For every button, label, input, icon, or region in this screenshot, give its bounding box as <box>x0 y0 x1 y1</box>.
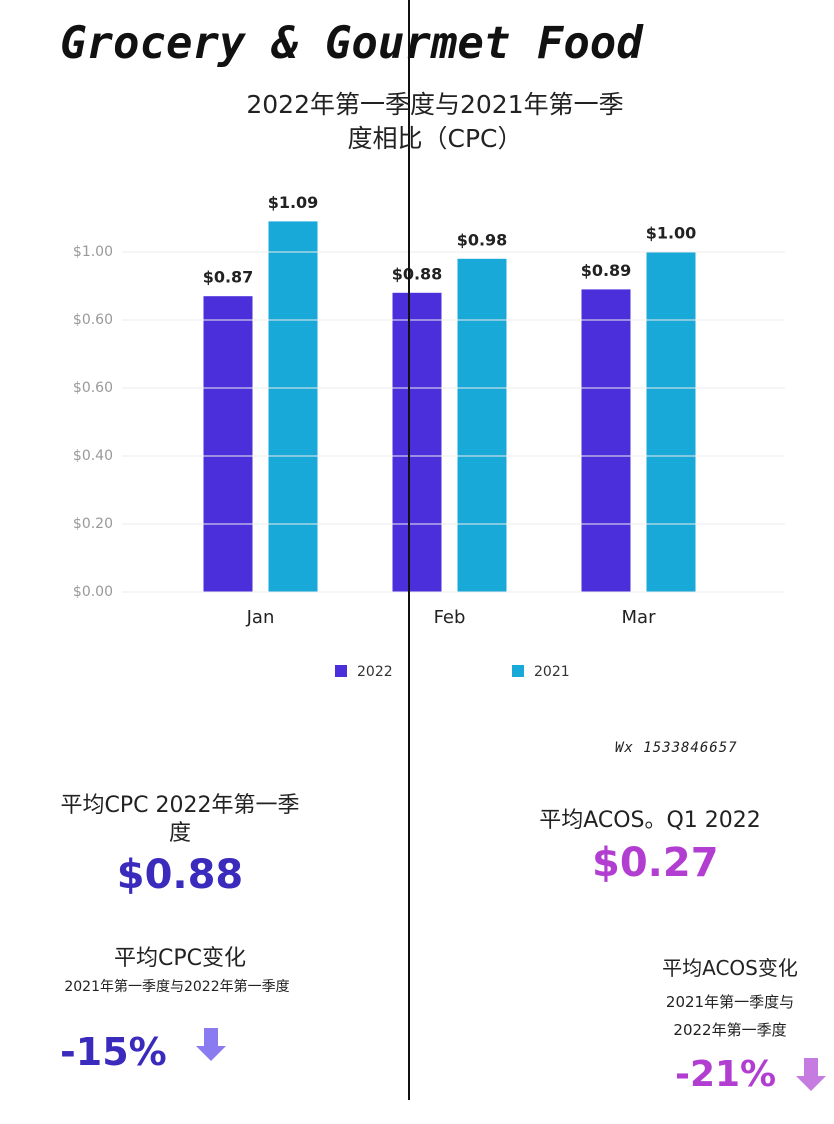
bar <box>392 292 442 592</box>
y-tick-label: $1.00 <box>73 244 113 260</box>
legend-label: 2022 <box>357 664 393 680</box>
bar <box>581 289 631 592</box>
data-label: $0.89 <box>581 261 632 280</box>
bar <box>268 221 318 592</box>
y-tick-label: $0.00 <box>73 584 113 600</box>
y-tick-label: $0.40 <box>73 448 113 464</box>
stat-change: -21% <box>675 1054 777 1095</box>
down-arrow <box>796 1058 826 1091</box>
x-tick-label: Mar <box>622 607 657 628</box>
legend-swatch <box>512 665 524 677</box>
legend-swatch <box>335 665 347 677</box>
stat-sublabel: 2021年第一季度与2022年第一季度 <box>665 993 795 1039</box>
legend-label: 2021 <box>534 664 570 680</box>
x-tick-label: Jan <box>246 607 275 628</box>
page-title: Grocery & Gourmet Food <box>60 18 643 69</box>
stat-label: 平均CPC 2022年第一季度 <box>60 793 300 846</box>
stat-change: -15% <box>60 1030 167 1074</box>
stat-value: $0.88 <box>116 852 244 898</box>
y-tick-label: $0.60 <box>73 312 113 328</box>
stat-label: 平均ACOS。Q1 2022 <box>539 808 761 833</box>
data-label: $1.09 <box>268 193 319 212</box>
stat-value: $0.27 <box>592 840 719 886</box>
data-label: $0.98 <box>457 230 508 249</box>
data-label: $0.87 <box>203 268 254 287</box>
stat-label: 平均CPC变化 <box>114 946 246 971</box>
y-tick-label: $0.20 <box>73 516 113 532</box>
down-arrow <box>196 1028 226 1061</box>
bar <box>646 252 696 592</box>
y-tick-label: $0.60 <box>73 380 113 396</box>
bar <box>203 296 253 592</box>
data-label: $0.88 <box>392 264 443 283</box>
stat-label: 平均ACOS变化 <box>662 956 798 980</box>
data-label: $1.00 <box>646 224 697 243</box>
watermark: Wx 1533846657 <box>615 740 738 756</box>
bar <box>457 258 507 592</box>
x-tick-label: Feb <box>434 607 466 628</box>
chart-title: 2022年第一季度与2021年第一季度相比（CPC） <box>246 90 624 153</box>
stat-sublabel: 2021年第一季度与2022年第一季度 <box>64 979 290 995</box>
